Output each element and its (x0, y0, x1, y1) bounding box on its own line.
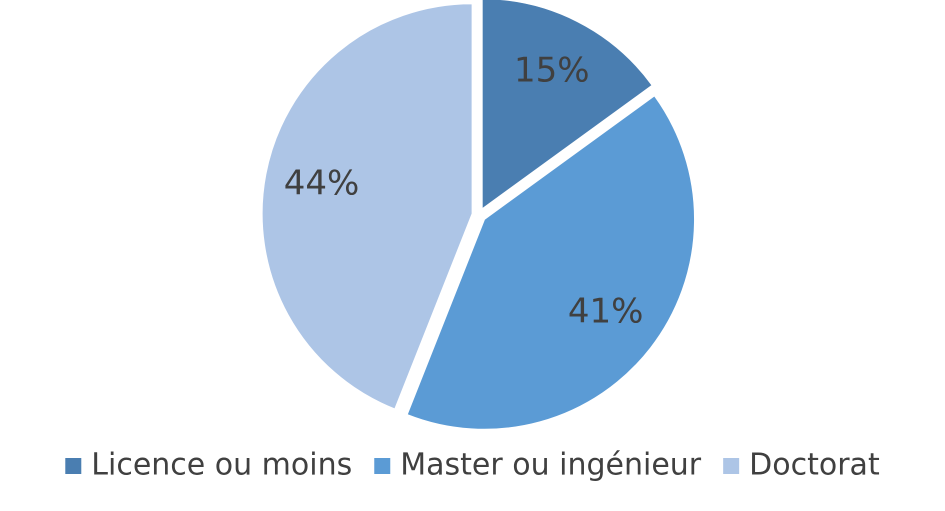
legend-label: Master ou ingénieur (400, 448, 702, 483)
legend-swatch (374, 458, 391, 474)
pie-slice (406, 95, 696, 430)
legend-swatch (723, 458, 740, 474)
pie-slice (481, 0, 653, 210)
legend-swatch (65, 458, 82, 474)
legend-label: Licence ou moins (91, 448, 352, 483)
legend-label: Doctorat (749, 448, 880, 483)
data-label: 15% (514, 51, 590, 91)
pie-slice (261, 3, 473, 410)
data-label: 44% (284, 163, 360, 203)
data-label: 41% (568, 292, 644, 332)
